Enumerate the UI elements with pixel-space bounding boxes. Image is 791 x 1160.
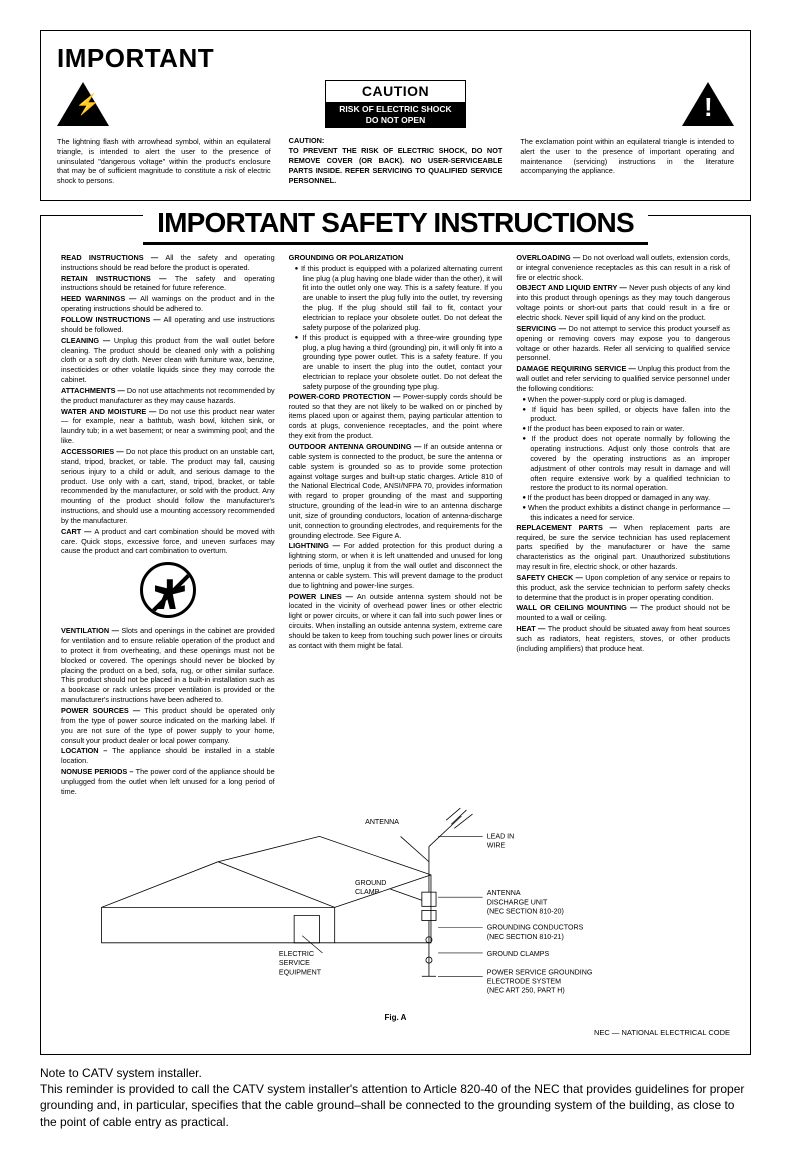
instruction-entry: FOLLOW INSTRUCTIONS — All operating and … bbox=[61, 315, 275, 335]
svg-text:EQUIPMENT: EQUIPMENT bbox=[279, 968, 322, 976]
instruction-entry: GROUNDING OR POLARIZATION bbox=[289, 253, 503, 263]
instruction-entry: OUTDOOR ANTENNA GROUNDING — If an outsid… bbox=[289, 442, 503, 540]
sub-item: If liquid has been spilled, or objects h… bbox=[516, 405, 730, 425]
instruction-entry: NONUSE PERIODS – The power cord of the a… bbox=[61, 767, 275, 797]
important-heading: IMPORTANT bbox=[57, 41, 734, 76]
catv-note-head: Note to CATV system installer. bbox=[40, 1065, 751, 1081]
instruction-entry: VENTILATION — Slots and openings in the … bbox=[61, 626, 275, 705]
instruction-entry: READ INSTRUCTIONS — All the safety and o… bbox=[61, 253, 275, 273]
instruction-entry: WALL OR CEILING MOUNTING — The product s… bbox=[516, 603, 730, 623]
lbl-lead: LEAD IN bbox=[487, 832, 515, 840]
safety-title: IMPORTANT SAFETY INSTRUCTIONS bbox=[143, 204, 648, 245]
instruction-entry: REPLACEMENT PARTS — When replacement par… bbox=[516, 523, 730, 572]
column-1: READ INSTRUCTIONS — All the safety and o… bbox=[61, 253, 275, 798]
column-2: GROUNDING OR POLARIZATIONIf this product… bbox=[289, 253, 503, 798]
lbl-antenna: ANTENNA bbox=[365, 818, 399, 826]
caution-sub: RISK OF ELECTRIC SHOCKDO NOT OPEN bbox=[326, 102, 465, 127]
instruction-entry: CART — A product and cart combination sh… bbox=[61, 527, 275, 557]
instruction-entry: POWER SOURCES — This product should be o… bbox=[61, 706, 275, 745]
sub-item: If the product does not operate normally… bbox=[516, 434, 730, 493]
cart-warning-icon bbox=[140, 562, 196, 618]
instruction-entry: DAMAGE REQUIRING SERVICE — Unplug this p… bbox=[516, 364, 730, 394]
instruction-entry: WATER AND MOISTURE — Do not use this pro… bbox=[61, 407, 275, 446]
instruction-entry: SERVICING — Do not attempt to service th… bbox=[516, 324, 730, 363]
instruction-entry: ATTACHMENTS — Do not use attachments not… bbox=[61, 386, 275, 406]
svg-text:DISCHARGE UNIT: DISCHARGE UNIT bbox=[487, 898, 548, 906]
sub-item: When the product exhibits a distinct cha… bbox=[516, 503, 730, 523]
caution-label: CAUTION RISK OF ELECTRIC SHOCKDO NOT OPE… bbox=[325, 80, 466, 128]
instruction-entry: POWER LINES — An outside antenna system … bbox=[289, 592, 503, 651]
caution-word: CAUTION bbox=[326, 81, 465, 102]
safety-instructions-box: IMPORTANT SAFETY INSTRUCTIONS READ INSTR… bbox=[40, 215, 751, 1055]
sub-item: When the power-supply cord or plug is da… bbox=[516, 395, 730, 405]
lbl-discharge: ANTENNA bbox=[487, 889, 521, 897]
svg-text:(NEC SECTION 810-20): (NEC SECTION 810-20) bbox=[487, 907, 564, 915]
exclamation-text: The exclamation point within an equilate… bbox=[520, 137, 734, 176]
grounding-diagram: ANTENNA LEAD INWIRE GROUNDCLAMP ANTENNAD… bbox=[61, 806, 730, 1038]
instruction-entry: RETAIN INSTRUCTIONS — The safety and ope… bbox=[61, 274, 275, 294]
svg-text:SERVICE: SERVICE bbox=[279, 959, 310, 967]
instruction-entry: HEED WARNINGS — All warnings on the prod… bbox=[61, 294, 275, 314]
instruction-entry: OBJECT AND LIQUID ENTRY — Never push obj… bbox=[516, 283, 730, 322]
instruction-entry: CLEANING — Unplug this product from the … bbox=[61, 336, 275, 385]
instruction-entry: POWER-CORD PROTECTION — Power-supply cor… bbox=[289, 392, 503, 441]
instruction-entry: HEAT — The product should be situated aw… bbox=[516, 624, 730, 654]
instruction-entry: LOCATION – The appliance should be insta… bbox=[61, 746, 275, 766]
column-3: OVERLOADING — Do not overload wall outle… bbox=[516, 253, 730, 798]
instruction-entry: ACCESSORIES — Do not place this product … bbox=[61, 447, 275, 526]
instruction-entry: LIGHTNING — For added protection for thi… bbox=[289, 541, 503, 590]
lbl-service: ELECTRIC bbox=[279, 950, 314, 958]
svg-text:(NEC SECTION 810-21): (NEC SECTION 810-21) bbox=[487, 932, 564, 940]
sub-item: If this product is equipped with a three… bbox=[289, 333, 503, 392]
catv-note-body: This reminder is provided to call the CA… bbox=[40, 1081, 751, 1130]
lightning-text: The lightning flash with arrowhead symbo… bbox=[57, 137, 271, 186]
important-box: IMPORTANT ⚡ The lightning flash with arr… bbox=[40, 30, 751, 201]
svg-text:CLAMP: CLAMP bbox=[355, 888, 380, 896]
instruction-entry: OVERLOADING — Do not overload wall outle… bbox=[516, 253, 730, 283]
svg-text:WIRE: WIRE bbox=[487, 841, 506, 849]
lbl-gclamp: GROUND bbox=[355, 879, 386, 887]
exclamation-triangle-icon: ! bbox=[682, 82, 734, 126]
sub-item: If this product is equipped with a polar… bbox=[289, 264, 503, 333]
sub-item: If the product has been dropped or damag… bbox=[516, 493, 730, 503]
lightning-triangle-icon: ⚡ bbox=[57, 82, 109, 126]
sub-item: If the product has been exposed to rain … bbox=[516, 424, 730, 434]
lbl-gclamps: GROUND CLAMPS bbox=[487, 950, 550, 958]
instruction-entry: SAFETY CHECK — Upon completion of any se… bbox=[516, 573, 730, 603]
svg-text:(NEC ART 250, PART H): (NEC ART 250, PART H) bbox=[487, 986, 565, 994]
nec-label: NEC — NATIONAL ELECTRICAL CODE bbox=[61, 1028, 730, 1038]
caution-text: CAUTION:TO PREVENT THE RISK OF ELECTRIC … bbox=[289, 136, 503, 185]
catv-note: Note to CATV system installer. This remi… bbox=[40, 1065, 751, 1130]
lbl-gcond: GROUNDING CONDUCTORS bbox=[487, 923, 584, 931]
svg-text:ELECTRODE SYSTEM: ELECTRODE SYSTEM bbox=[487, 977, 561, 985]
lbl-electrode: POWER SERVICE GROUNDING bbox=[487, 968, 593, 976]
figure-label: Fig. A bbox=[61, 1013, 730, 1024]
